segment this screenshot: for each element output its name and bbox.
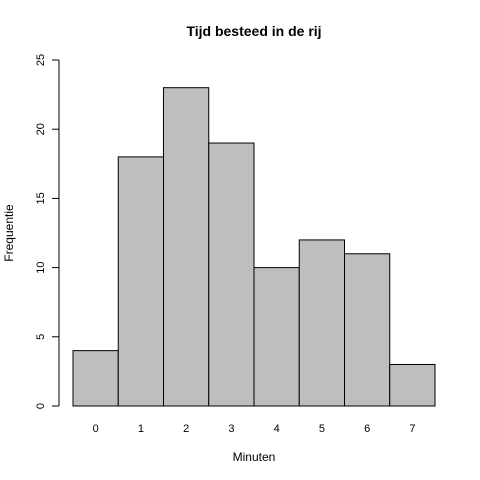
x-tick-label: 2 [183,423,189,435]
x-axis-title: Minuten [233,450,276,464]
chart-title: Tijd besteed in de rij [186,23,321,39]
x-tick-label: 1 [138,423,144,435]
x-tick-label: 6 [364,423,370,435]
y-tick-label: 0 [35,403,47,409]
bar-0 [72,350,119,407]
y-tick-label: 15 [35,192,47,204]
x-tick-label: 0 [93,423,99,435]
bar-4 [253,267,300,407]
bar-7 [389,363,436,407]
bar-3 [208,142,255,407]
bar-6 [344,253,391,407]
x-tick-label: 5 [319,423,325,435]
x-tick-label: 3 [228,423,234,435]
bar-5 [298,239,345,407]
x-tick-label: 4 [274,423,280,435]
y-tick-label: 25 [35,54,47,66]
bar-1 [117,156,164,407]
x-axis-labels: 0 1 2 3 4 5 6 7 [93,423,416,435]
bar-2 [163,87,210,407]
y-axis: 0 5 10 15 20 25 [35,54,60,409]
y-tick-label: 10 [35,261,47,273]
y-tick-label: 20 [35,123,47,135]
bars-layer [72,87,436,407]
x-tick-label: 7 [409,423,415,435]
y-tick-label: 5 [35,334,47,340]
y-axis-title: Frequentie [2,204,16,262]
